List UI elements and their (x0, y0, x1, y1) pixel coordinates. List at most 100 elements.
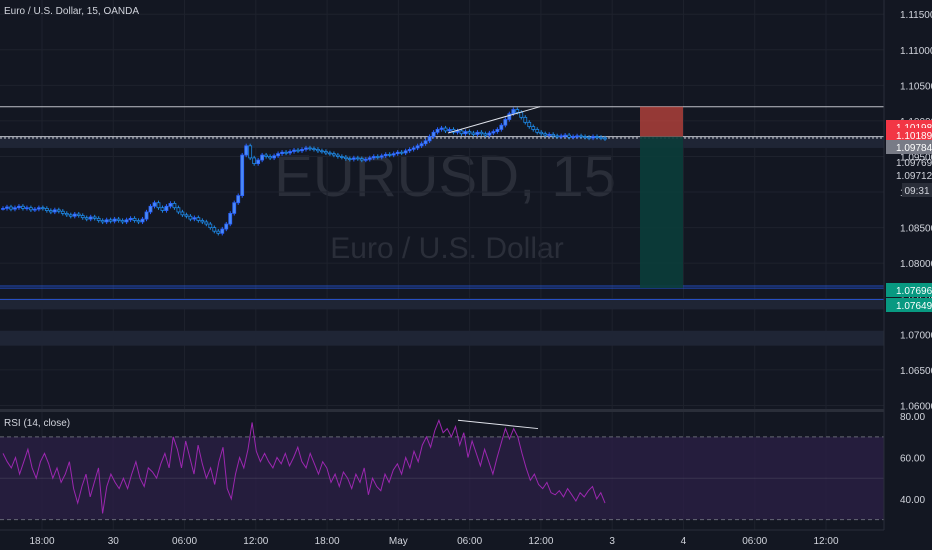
candle-body (120, 220, 125, 223)
candle-body (84, 217, 89, 220)
candle-body (383, 153, 388, 157)
time-tick-label: 30 (108, 536, 120, 547)
price-tick-label: 1.11000 (900, 46, 932, 57)
candle-body (328, 152, 332, 155)
price-trendline[interactable] (447, 106, 541, 134)
price-label-bg (886, 283, 932, 297)
candle-body (515, 109, 520, 113)
candle-body (300, 148, 304, 152)
candle-body (475, 131, 480, 135)
candle-body (415, 145, 420, 149)
candle-body (176, 207, 181, 213)
candle-body (17, 205, 21, 209)
candle-body (80, 215, 85, 219)
candle-body (531, 126, 536, 130)
candle-body (308, 147, 312, 150)
rsi-line (2, 418, 606, 514)
candle-body (5, 206, 9, 209)
candle-body (288, 151, 292, 154)
candle-body (192, 217, 197, 220)
rsi-tick-label: 80.00 (900, 412, 925, 423)
candle-body (431, 131, 436, 137)
candle-body (56, 209, 61, 212)
candle-body (375, 156, 380, 158)
candle-body (567, 134, 572, 138)
time-tick-label: 3 (609, 536, 615, 547)
candle-body (260, 154, 265, 161)
candle-body (507, 113, 512, 120)
candle-body (264, 154, 269, 157)
candle-body (272, 155, 276, 159)
price-label: 1.10189 (896, 131, 932, 142)
symbol-legend[interactable]: Euro / U.S. Dollar, 15, OANDA (4, 6, 140, 17)
candle-body (419, 143, 424, 147)
candle-body (439, 127, 444, 130)
candle-body (543, 133, 548, 136)
price-label: 1.09712 (896, 171, 932, 182)
candle-body (184, 214, 189, 217)
rsi-tick-label: 40.00 (900, 495, 925, 506)
rsi-legend[interactable]: RSI (14, close) (4, 418, 71, 429)
time-tick-label: May (389, 536, 408, 547)
candle-body (76, 213, 81, 216)
price-axis[interactable] (884, 0, 932, 530)
zone-rect[interactable] (0, 136, 884, 148)
horizontal-levels (0, 106, 884, 300)
price-tick-label: 1.08000 (900, 259, 932, 270)
stop-loss-zone[interactable] (640, 106, 683, 137)
price-axis-labels: 1.101981.101891.097841.097691.0971209:31… (886, 120, 932, 312)
candle-body (52, 209, 57, 213)
candle-body (463, 131, 468, 135)
candle-body (603, 137, 607, 140)
candle-body (595, 136, 599, 138)
take-profit-zone[interactable] (640, 136, 683, 289)
zone-rect[interactable] (0, 298, 884, 310)
candle-body (427, 136, 432, 142)
zone-rect[interactable] (0, 330, 884, 346)
candle-body (527, 121, 532, 128)
time-tick-label: 18:00 (315, 536, 340, 547)
price-tick-label: 1.11500 (900, 10, 932, 21)
price-label: 1.09769 (896, 158, 932, 169)
short-position-tool[interactable] (640, 106, 683, 289)
price-tick-label: 1.09500 (900, 152, 932, 163)
candle-body (144, 211, 149, 220)
candle-body (391, 153, 396, 156)
candle-body (503, 119, 508, 126)
candle-body (172, 203, 177, 209)
candle-body (495, 129, 500, 132)
candle-body (367, 157, 372, 160)
time-tick-label: 4 (681, 536, 687, 547)
candle-body (108, 219, 113, 222)
time-tick-label: 06:00 (457, 536, 482, 547)
candle-body (339, 156, 344, 158)
candle-body (212, 227, 217, 232)
pane-separator[interactable] (0, 409, 932, 412)
price-tick-label: 1.10500 (900, 81, 932, 92)
candle-body (228, 212, 233, 225)
candle-body (332, 153, 336, 156)
candle-body (252, 157, 257, 164)
candle-body (591, 136, 595, 139)
candle-body (371, 156, 376, 159)
candle-body (387, 153, 392, 156)
candle-body (248, 145, 253, 159)
candle-body (579, 135, 583, 138)
candle-body (359, 158, 364, 161)
candle-body (72, 213, 77, 217)
divergence-trendline[interactable] (447, 106, 541, 134)
candle-body (68, 214, 73, 217)
candle-body (459, 130, 464, 135)
rsi-divergence-trendline[interactable] (457, 419, 539, 430)
time-tick-label: 18:00 (29, 536, 54, 547)
rsi-tick-label: 60.00 (900, 454, 925, 465)
candle-body (9, 206, 13, 210)
time-tick-label: 12:00 (813, 536, 838, 547)
price-tick-label: 1.06000 (900, 401, 932, 412)
candle-body (132, 217, 137, 221)
time-axis[interactable] (0, 530, 884, 550)
candle-body (240, 154, 245, 197)
candle-body (140, 218, 145, 223)
candlestick-series (1, 107, 607, 236)
